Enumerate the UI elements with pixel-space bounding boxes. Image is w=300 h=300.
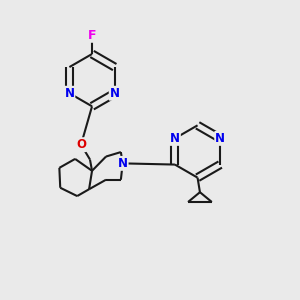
Text: N: N bbox=[64, 87, 74, 100]
Text: N: N bbox=[170, 132, 180, 145]
Text: N: N bbox=[118, 157, 128, 170]
Text: O: O bbox=[76, 138, 86, 151]
Text: N: N bbox=[110, 87, 120, 100]
Text: N: N bbox=[215, 132, 225, 145]
Text: F: F bbox=[88, 29, 96, 42]
